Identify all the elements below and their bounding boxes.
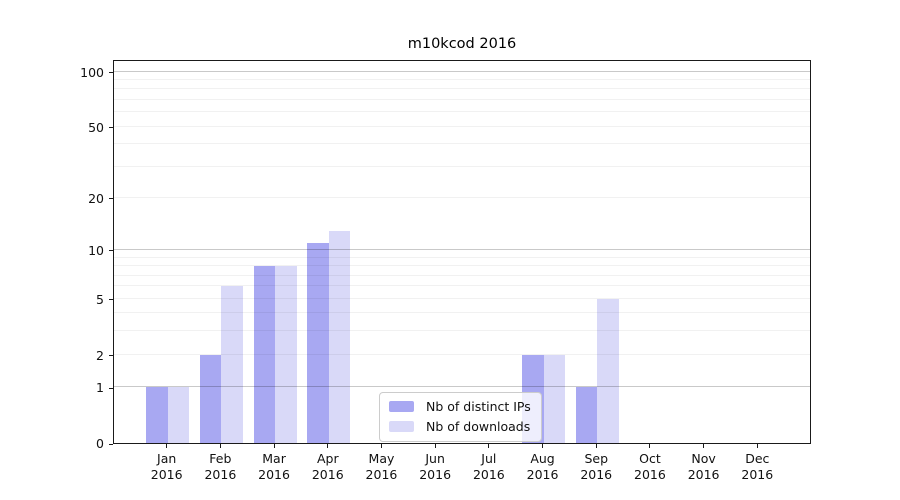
x-tick-month: Dec xyxy=(745,451,770,466)
x-tick-month: Jun xyxy=(425,451,445,466)
x-tick-mark xyxy=(703,444,705,448)
x-tick-month: Aug xyxy=(530,451,555,466)
legend-label-downloads: Nb of downloads xyxy=(426,419,531,434)
x-tick-label: Apr 2016 xyxy=(297,451,359,483)
bar-downloads-mar xyxy=(275,266,297,443)
x-tick-label: May 2016 xyxy=(350,451,412,483)
bar-ips-feb xyxy=(199,354,222,443)
y-tick-mark xyxy=(109,443,113,445)
x-tick-month: Mar xyxy=(262,451,286,466)
x-tick-year: 2016 xyxy=(419,467,452,482)
y-tick-label: 5 xyxy=(96,291,104,307)
x-tick-mark xyxy=(327,444,329,448)
x-tick-month: Sep xyxy=(584,451,608,466)
bar-ips-sep xyxy=(575,387,598,443)
x-tick-label: Aug 2016 xyxy=(512,451,574,483)
x-tick-year: 2016 xyxy=(741,467,774,482)
x-tick-label: Mar 2016 xyxy=(243,451,305,483)
x-tick-month: May xyxy=(368,451,395,466)
x-tick-year: 2016 xyxy=(472,467,505,482)
x-tick-month: Oct xyxy=(639,451,661,466)
legend-item-downloads: Nb of downloads xyxy=(389,419,531,434)
x-tick-year: 2016 xyxy=(365,467,398,482)
x-tick-mark xyxy=(166,444,168,448)
y-tick-label: 0 xyxy=(96,436,104,452)
x-tick-year: 2016 xyxy=(258,467,290,482)
bar-ips-mar xyxy=(253,266,276,443)
bar-downloads-aug xyxy=(543,354,566,443)
y-tick-mark xyxy=(109,387,113,389)
x-tick-mark xyxy=(380,444,382,448)
x-tick-year: 2016 xyxy=(687,467,720,482)
x-tick-month: Feb xyxy=(209,451,232,466)
y-tick-mark xyxy=(109,250,113,252)
bar-downloads-sep xyxy=(597,298,619,443)
legend-item-distinct-ips: Nb of distinct IPs xyxy=(389,399,531,414)
x-tick-month: Jul xyxy=(481,451,497,466)
x-tick-label: Feb 2016 xyxy=(189,451,251,483)
x-tick-year: 2016 xyxy=(311,467,344,482)
x-tick-mark xyxy=(542,444,544,448)
y-tick-label: 20 xyxy=(88,191,104,207)
bar-downloads-jan xyxy=(167,387,190,443)
y-tick-mark xyxy=(109,198,113,200)
x-tick-month: Apr xyxy=(316,451,339,466)
x-tick-label: Jun 2016 xyxy=(404,451,466,483)
x-tick-label: Jan 2016 xyxy=(136,451,198,483)
y-tick-label: 100 xyxy=(80,64,104,80)
x-tick-mark xyxy=(756,444,758,448)
bars-layer xyxy=(114,61,810,443)
x-tick-year: 2016 xyxy=(634,467,666,482)
x-tick-label: Sep 2016 xyxy=(565,451,627,483)
y-tick-mark xyxy=(109,355,113,357)
x-tick-month: Nov xyxy=(691,451,716,466)
y-tick-mark xyxy=(109,72,113,74)
bar-downloads-feb xyxy=(221,286,243,443)
y-tick-label: 10 xyxy=(88,243,104,259)
y-tick-label: 50 xyxy=(88,119,104,135)
x-tick-mark xyxy=(488,444,490,448)
y-tick-mark xyxy=(109,127,113,129)
chart-title: m10kcod 2016 xyxy=(407,36,517,52)
x-tick-mark xyxy=(649,444,651,448)
x-tick-mark xyxy=(595,444,597,448)
x-tick-label: Jul 2016 xyxy=(458,451,520,483)
x-tick-label: Dec 2016 xyxy=(726,451,788,483)
x-tick-year: 2016 xyxy=(150,467,183,482)
y-tick-label: 1 xyxy=(96,380,104,396)
bar-ips-jan xyxy=(146,387,168,443)
y-tick-mark xyxy=(109,299,113,301)
x-tick-year: 2016 xyxy=(526,467,559,482)
legend-swatch-distinct-ips xyxy=(389,401,414,412)
bar-ips-apr xyxy=(307,243,329,443)
legend: Nb of distinct IPs Nb of downloads xyxy=(379,392,542,442)
x-tick-label: Nov 2016 xyxy=(673,451,735,483)
legend-swatch-downloads xyxy=(389,421,414,432)
legend-label-distinct-ips: Nb of distinct IPs xyxy=(426,399,531,414)
plot-area: Nb of distinct IPs Nb of downloads xyxy=(113,60,811,444)
x-tick-year: 2016 xyxy=(204,467,237,482)
y-tick-label: 2 xyxy=(96,347,104,363)
x-tick-month: Jan xyxy=(157,451,177,466)
x-tick-mark xyxy=(273,444,275,448)
x-tick-mark xyxy=(434,444,436,448)
x-tick-year: 2016 xyxy=(580,467,613,482)
x-tick-label: Oct 2016 xyxy=(619,451,681,483)
bar-downloads-apr xyxy=(328,230,351,443)
x-tick-mark xyxy=(219,444,221,448)
